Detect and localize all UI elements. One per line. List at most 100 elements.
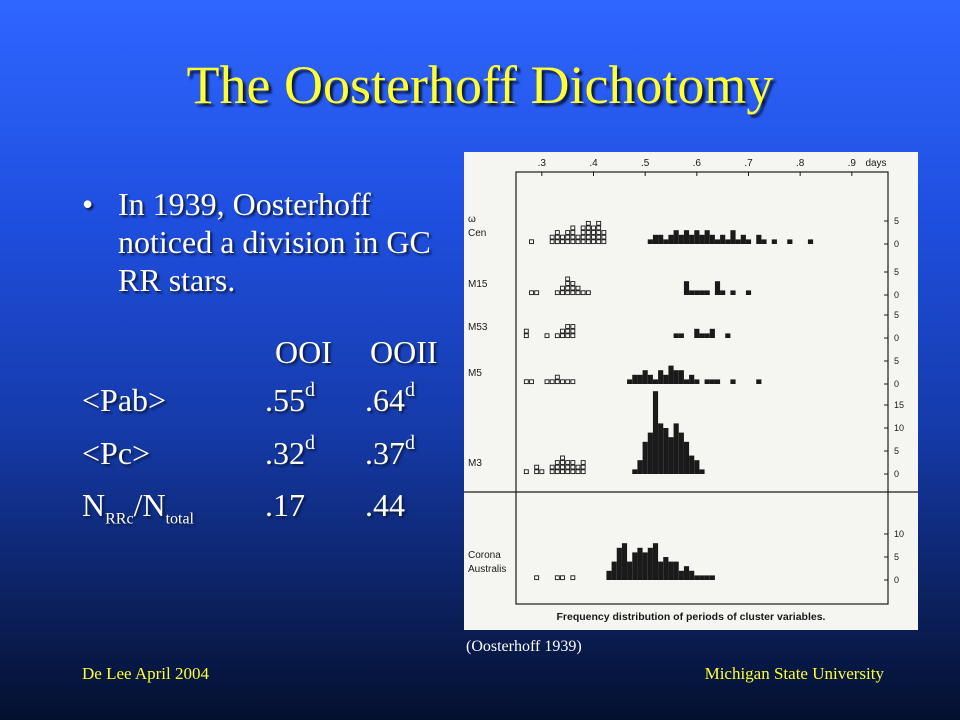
filled-bar bbox=[627, 379, 633, 384]
x-tick-label: .3 bbox=[538, 158, 547, 169]
open-bar-cell bbox=[549, 239, 555, 245]
open-bar-cell bbox=[560, 290, 565, 296]
open-bar-cell bbox=[585, 220, 591, 226]
open-bar-cell bbox=[570, 230, 576, 235]
open-bar-cell bbox=[580, 460, 586, 465]
open-bar-cell bbox=[570, 281, 576, 286]
filled-bar bbox=[735, 239, 741, 244]
filled-bar bbox=[632, 552, 638, 580]
open-bar-cell bbox=[554, 290, 560, 296]
open-bar-cell bbox=[596, 239, 602, 245]
filled-bar bbox=[668, 365, 674, 384]
ratio-slash: /N bbox=[133, 487, 166, 523]
bullet-point: • In 1939, Oosterhoff noticed a division… bbox=[82, 186, 442, 299]
open-bar-cell bbox=[560, 455, 565, 461]
filled-bar bbox=[699, 333, 705, 338]
y-tick-label: 0 bbox=[894, 239, 899, 249]
filled-bar bbox=[730, 230, 736, 244]
y-tick-label: 5 bbox=[894, 552, 899, 562]
panel-label: M3 bbox=[468, 458, 482, 469]
open-bar-cell bbox=[534, 575, 540, 581]
filled-bar bbox=[699, 234, 705, 244]
filled-bar bbox=[694, 328, 700, 338]
filled-bar bbox=[678, 234, 684, 244]
open-bar-cell bbox=[539, 469, 545, 475]
open-bar-cell bbox=[570, 379, 576, 385]
open-bar-cell bbox=[565, 469, 571, 475]
x-tick-label: .6 bbox=[693, 158, 702, 169]
y-tick-label: 15 bbox=[894, 400, 904, 410]
filled-bar bbox=[663, 239, 669, 244]
footer-left: De Lee April 2004 bbox=[82, 664, 209, 683]
open-bar-cell bbox=[560, 575, 565, 581]
open-bar-cell bbox=[580, 230, 586, 235]
filled-bar bbox=[637, 460, 643, 474]
filled-bar bbox=[637, 374, 643, 384]
open-bar-cell bbox=[534, 469, 540, 475]
filled-bar bbox=[642, 552, 648, 580]
open-bar-cell bbox=[554, 469, 560, 475]
filled-bar bbox=[709, 234, 715, 244]
panel-label: ω bbox=[468, 214, 476, 225]
filled-bar bbox=[709, 328, 715, 338]
open-bar-cell bbox=[570, 239, 576, 245]
open-bar-cell bbox=[565, 464, 571, 470]
open-bar-cell bbox=[554, 333, 560, 339]
open-bar-cell bbox=[580, 234, 586, 240]
filled-bar bbox=[694, 230, 700, 244]
y-tick-label: 0 bbox=[894, 379, 899, 389]
row-pab-label: <Pab> bbox=[82, 382, 167, 418]
open-bar-cell bbox=[585, 225, 591, 231]
open-bar-cell bbox=[570, 333, 576, 339]
row-pab-ooi-unit: d bbox=[305, 379, 315, 401]
open-bar-cell bbox=[565, 285, 571, 291]
filled-bar bbox=[699, 575, 705, 580]
row-ratio-label: NRRc/Ntotal bbox=[82, 489, 194, 527]
row-ratio-ooii: .44 bbox=[365, 487, 405, 523]
filled-bar bbox=[683, 441, 690, 474]
open-bar-cell bbox=[560, 464, 565, 470]
open-bar-cell bbox=[554, 575, 560, 581]
filled-bar bbox=[689, 374, 695, 384]
filled-bar bbox=[689, 570, 695, 580]
y-tick-label: 10 bbox=[894, 529, 904, 539]
filled-bar bbox=[756, 234, 762, 244]
open-bar-cell bbox=[570, 460, 576, 465]
open-bar-cell bbox=[560, 328, 565, 334]
filled-bar bbox=[668, 234, 674, 244]
open-bar-cell bbox=[575, 234, 581, 240]
open-bar-cell bbox=[523, 328, 529, 334]
open-bar-cell bbox=[549, 464, 555, 470]
filled-bar bbox=[714, 239, 721, 244]
footer-right: Michigan State University bbox=[704, 664, 884, 683]
open-bar-cell bbox=[591, 225, 596, 231]
filled-bar bbox=[673, 561, 679, 580]
filled-bar bbox=[694, 290, 700, 295]
panel-label: Australis bbox=[468, 564, 506, 575]
filled-bar bbox=[745, 290, 752, 295]
slide-title: The Oosterhoff Dichotomy bbox=[186, 55, 774, 115]
open-bar-cell bbox=[565, 276, 571, 282]
filled-bar bbox=[678, 370, 684, 384]
x-tick-label: .9 bbox=[848, 158, 857, 169]
open-bar-cell bbox=[591, 230, 596, 235]
open-bar-cell bbox=[544, 379, 550, 385]
filled-bar bbox=[652, 391, 659, 474]
filled-bar bbox=[756, 379, 762, 384]
open-bar-cell bbox=[580, 469, 586, 475]
filled-bar bbox=[699, 290, 705, 295]
row-pc-ooi-value: .32 bbox=[265, 435, 305, 471]
filled-bar bbox=[668, 561, 674, 580]
row-pab-ooii: .64d bbox=[365, 380, 415, 416]
filled-bar bbox=[606, 570, 612, 580]
filled-bar bbox=[658, 423, 664, 474]
open-bar-cell bbox=[596, 234, 602, 240]
open-bar-cell bbox=[570, 464, 576, 470]
table-header-ooii: OOII bbox=[370, 334, 438, 370]
y-tick-label: 10 bbox=[894, 423, 904, 433]
open-bar-cell bbox=[570, 469, 576, 475]
filled-bar bbox=[694, 575, 700, 580]
filled-bar bbox=[694, 460, 700, 474]
filled-bar bbox=[689, 234, 695, 244]
filled-bar bbox=[725, 333, 731, 338]
